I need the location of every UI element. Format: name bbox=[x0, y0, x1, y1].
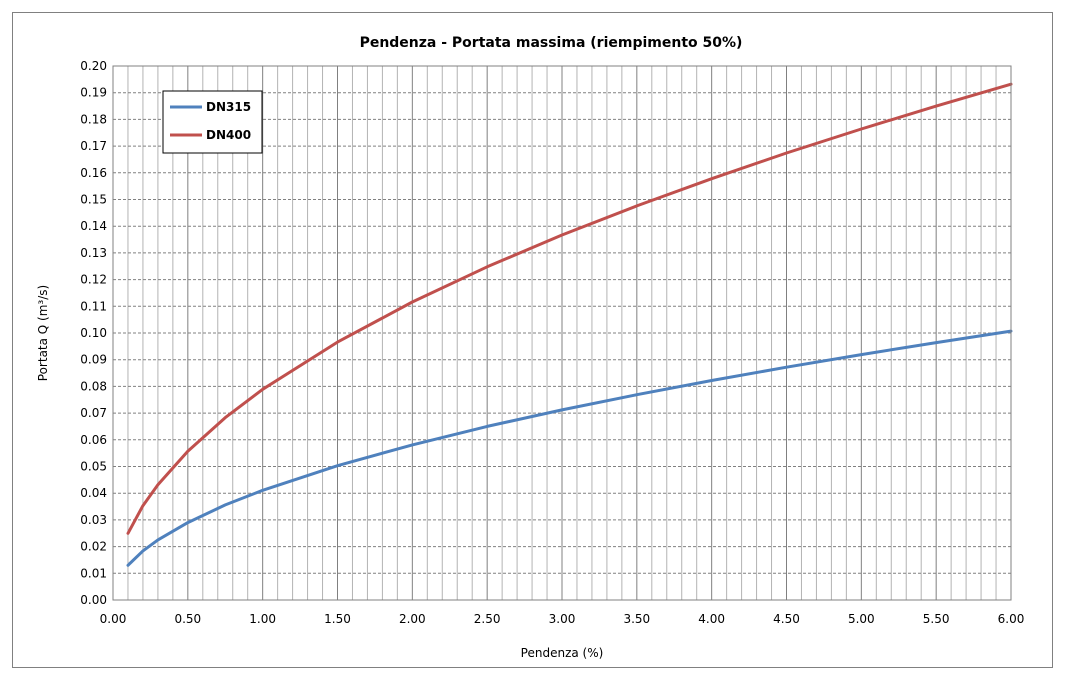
x-tick-label: 5.50 bbox=[923, 612, 950, 626]
legend-label-dn400: DN400 bbox=[206, 128, 251, 142]
y-tick-label: 0.04 bbox=[80, 486, 107, 500]
chart-area: Pendenza - Portata massima (riempimento … bbox=[12, 12, 1053, 668]
y-tick-label: 0.16 bbox=[80, 166, 107, 180]
x-tick-label: 5.00 bbox=[848, 612, 875, 626]
y-tick-label: 0.18 bbox=[80, 112, 107, 126]
y-tick-label: 0.05 bbox=[80, 460, 107, 474]
y-tick-label: 0.19 bbox=[80, 86, 107, 100]
y-tick-label: 0.17 bbox=[80, 139, 107, 153]
y-tick-label: 0.10 bbox=[80, 326, 107, 340]
series-lines bbox=[126, 82, 1013, 567]
legend-box bbox=[162, 90, 263, 154]
x-tick-label: 1.00 bbox=[249, 612, 276, 626]
series-line-dn315 bbox=[126, 329, 1013, 567]
x-tick-label: 2.00 bbox=[399, 612, 426, 626]
legend-label-dn315: DN315 bbox=[206, 100, 251, 114]
y-tick-label: 0.14 bbox=[80, 219, 107, 233]
plot-border bbox=[112, 65, 1012, 601]
y-tick-label: 0.06 bbox=[80, 433, 107, 447]
x-tick-label: 2.50 bbox=[474, 612, 501, 626]
y-tick-labels: 0.00 0.01 0.02 0.03 0.04 0.05 0.06 0.07 0.08 0.09… bbox=[80, 59, 107, 607]
y-tick-label: 0.08 bbox=[80, 379, 107, 393]
series-line-dn400 bbox=[126, 82, 1013, 535]
chart-title: Pendenza - Portata massima (riempimento … bbox=[360, 35, 743, 51]
x-tick-label: 3.00 bbox=[549, 612, 576, 626]
y-tick-label: 0.01 bbox=[80, 566, 107, 580]
x-tick-label: 3.50 bbox=[623, 612, 650, 626]
y-tick-label: 0.03 bbox=[80, 513, 107, 527]
x-tick-label: 0.00 bbox=[100, 612, 127, 626]
minor-gridlines bbox=[127, 66, 997, 600]
y-tick-label: 0.02 bbox=[80, 540, 107, 554]
x-tick-label: 1.50 bbox=[324, 612, 351, 626]
x-axis-title: Pendenza (%) bbox=[521, 646, 604, 660]
y-tick-label: 0.15 bbox=[80, 193, 107, 207]
y-tick-label: 0.13 bbox=[80, 246, 107, 260]
x-tick-label: 4.50 bbox=[773, 612, 800, 626]
chart-svg: Pendenza - Portata massima (riempimento … bbox=[36, 35, 1025, 660]
x-tick-labels: 0.00 0.50 1.00 1.50 2.00 2.50 3.00 3.50 4.00 4.50… bbox=[100, 612, 1025, 626]
y-axis-title: Portata Q (m³/s) bbox=[36, 285, 50, 381]
y-tick-label: 0.12 bbox=[80, 273, 107, 287]
x-tick-label: 4.00 bbox=[698, 612, 725, 626]
y-tick-label: 0.20 bbox=[80, 59, 107, 73]
legend: DN315 DN400 bbox=[162, 90, 263, 154]
x-tick-label: 0.50 bbox=[174, 612, 201, 626]
y-tick-label: 0.00 bbox=[80, 593, 107, 607]
y-tick-label: 0.11 bbox=[80, 299, 107, 313]
y-tick-label: 0.09 bbox=[80, 353, 107, 367]
x-tick-label: 6.00 bbox=[998, 612, 1025, 626]
y-tick-label: 0.07 bbox=[80, 406, 107, 420]
